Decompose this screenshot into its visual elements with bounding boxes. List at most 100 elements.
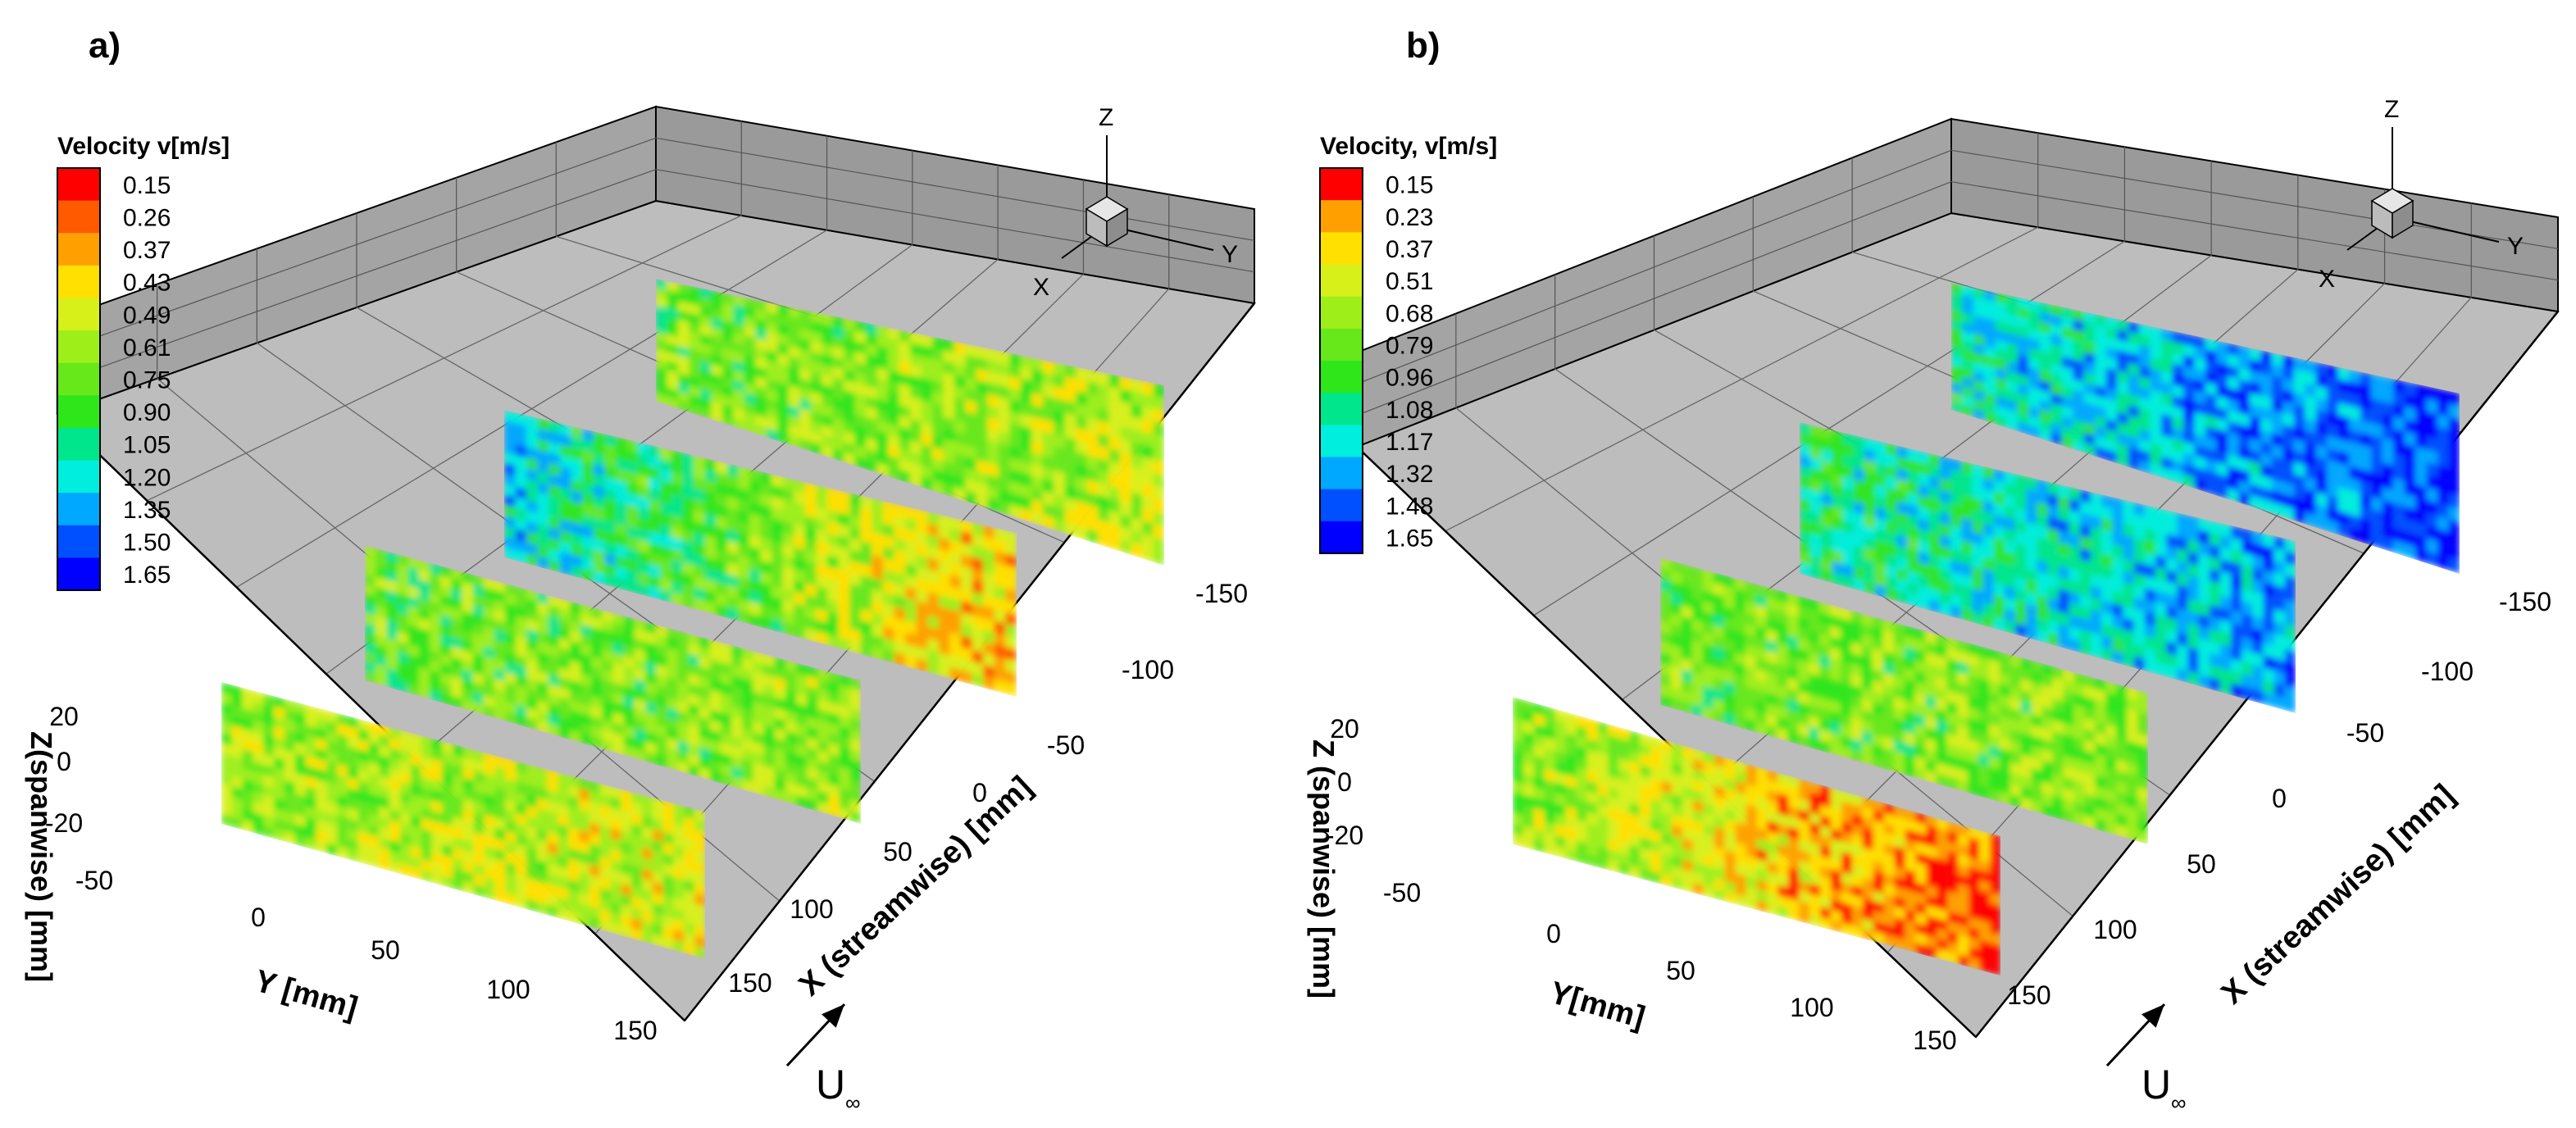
plane-cell — [1098, 396, 1108, 411]
legend-swatch — [57, 168, 100, 201]
plane-cell — [1120, 414, 1131, 430]
plane-cell — [1076, 366, 1086, 381]
plane-cell — [2393, 379, 2404, 393]
plane-cell — [2274, 536, 2285, 551]
plane-cell — [1131, 403, 1142, 419]
legend-level-label: 0.26 — [123, 204, 171, 231]
y-tick-label: 0 — [251, 903, 266, 932]
plane-cell — [1154, 396, 1164, 412]
plane-cell — [1043, 360, 1054, 374]
plane-cell — [1120, 401, 1131, 416]
legend-swatch — [57, 266, 100, 298]
legend-level-label: 0.49 — [123, 302, 171, 329]
x-tick-label: -50 — [1047, 730, 1085, 760]
legend-level-label: 1.65 — [123, 562, 171, 589]
plane-cell — [2405, 381, 2415, 396]
plane-cell — [1109, 398, 1120, 413]
plane-cell — [1142, 419, 1153, 434]
plane-cell — [976, 346, 987, 360]
plane-cell — [1131, 391, 1142, 406]
legend-level-label: 1.50 — [123, 530, 171, 557]
panel-b: b)Velocity, v[m/s]0.150.230.370.510.680.… — [1307, 25, 2558, 1115]
plane-cell — [2415, 384, 2426, 398]
legend-level-label: 0.15 — [123, 172, 171, 199]
legend-swatch — [57, 330, 100, 363]
plane-cell — [1131, 416, 1142, 432]
plane-cell — [1087, 369, 1098, 384]
legend-swatch — [57, 428, 100, 461]
plane-cell — [1120, 376, 1131, 391]
plane-cell — [2305, 360, 2315, 374]
legend-swatch — [57, 363, 100, 396]
plane-cell — [1054, 374, 1064, 389]
legend-level-label: 1.20 — [123, 464, 171, 491]
plane-cell — [1109, 386, 1120, 401]
plane-cell — [2316, 362, 2327, 376]
legend-level-label: 0.90 — [123, 399, 171, 426]
y-axis-title: Y [mm] — [251, 964, 362, 1026]
plane-cell — [1031, 369, 1042, 383]
plane-cell — [2405, 394, 2415, 409]
legend-level-label: 0.43 — [123, 270, 171, 297]
legend-swatch — [57, 395, 100, 428]
y-tick-label: 50 — [371, 935, 400, 965]
plane-cell — [2327, 365, 2337, 380]
panel-label: a) — [89, 25, 121, 66]
plane-cell — [1009, 352, 1020, 366]
plane-cell — [1031, 357, 1042, 371]
plane-cell — [1087, 393, 1098, 408]
plane-cell — [1043, 371, 1054, 386]
plane-cell — [2383, 389, 2393, 403]
plane-cell — [1142, 406, 1153, 421]
plane-cell — [2437, 414, 2448, 430]
plane-cell — [2427, 399, 2437, 415]
legend-swatch — [57, 233, 100, 266]
legend-swatch — [57, 298, 100, 330]
panel-label: b) — [1406, 25, 1440, 66]
plane-cell — [2371, 386, 2382, 401]
legend-level-label: 0.37 — [123, 237, 171, 264]
legend-swatch — [57, 525, 100, 558]
plane-cell — [1142, 393, 1153, 409]
legend-level-label: 0.61 — [123, 334, 171, 362]
plane-cell — [1109, 374, 1120, 389]
z-tick-label: 20 — [49, 702, 79, 731]
plane-cell — [2360, 372, 2371, 387]
plane-cell — [1098, 371, 1108, 386]
plane-cell — [2415, 397, 2426, 412]
plane-cell — [1154, 408, 1164, 424]
plane-cell — [2383, 376, 2393, 391]
plane-cell — [1087, 381, 1098, 396]
triad-label-z: Z — [1099, 104, 1113, 131]
panel-a: a)Velocity v[m/s]0.150.260.370.430.490.6… — [25, 25, 1254, 1115]
y-tick-label: 150 — [613, 1016, 657, 1045]
plane-cell — [2338, 367, 2349, 382]
legend-level-label: 1.35 — [123, 497, 171, 524]
plane-cell — [2449, 404, 2460, 420]
plane-cell — [1076, 391, 1086, 406]
plane-cell — [2415, 409, 2426, 425]
plane-cell — [2349, 370, 2360, 384]
plane-cell — [2437, 389, 2448, 404]
plane-cell — [1131, 379, 1142, 393]
plane-cell — [1154, 383, 1164, 398]
legend-swatch — [57, 493, 100, 525]
x-tick-label: 50 — [883, 837, 913, 866]
triad-label-y: Y — [1222, 241, 1238, 268]
plane-cell — [2405, 407, 2415, 421]
plane-cell — [1065, 376, 1076, 391]
plane-cell — [2427, 412, 2437, 427]
plane-cell — [1021, 367, 1031, 381]
legend-swatch — [57, 557, 100, 590]
plane-cell — [1065, 389, 1076, 403]
legend-swatch — [57, 201, 100, 234]
legend-swatch — [57, 461, 100, 494]
plane-cell — [2393, 392, 2404, 407]
x-tick-label: 100 — [790, 894, 833, 924]
plane-cell — [2349, 381, 2360, 396]
plane-cell — [1076, 379, 1086, 393]
plane-cell — [1098, 384, 1108, 398]
plane-cell — [2449, 416, 2460, 432]
